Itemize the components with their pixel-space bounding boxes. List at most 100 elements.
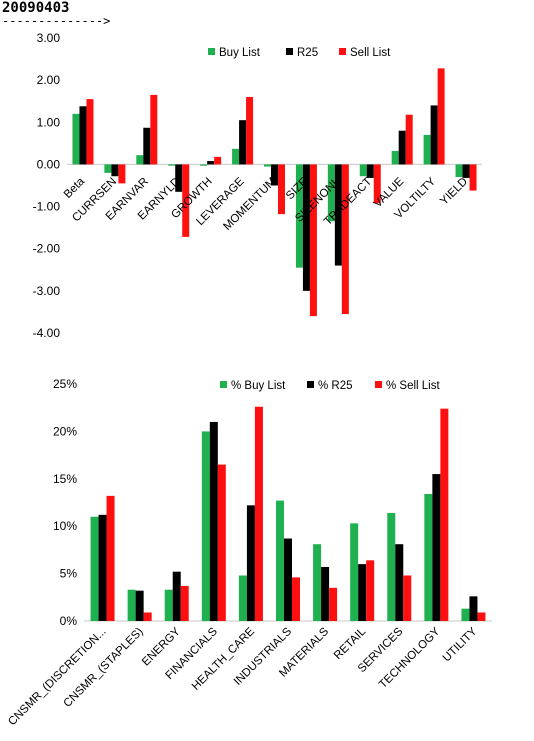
bar-sell-list xyxy=(118,164,126,184)
bar-sell-list xyxy=(278,164,285,215)
bar-sell-list xyxy=(292,577,300,621)
bar-r25 xyxy=(358,564,367,621)
bar-buy-list xyxy=(313,544,322,621)
bar-r25 xyxy=(366,164,374,178)
y-tick-label: 25% xyxy=(53,377,77,391)
y-tick-label: 1.00 xyxy=(37,115,61,129)
y-tick-label: 15% xyxy=(53,472,77,486)
legend-swatch xyxy=(375,381,382,388)
bar-r25 xyxy=(430,105,438,165)
bar-sell-list xyxy=(403,575,412,621)
bar-buy-list xyxy=(276,500,284,621)
y-tick-label: -3.00 xyxy=(33,284,61,298)
legend-label: % Buy List xyxy=(231,380,286,392)
legend-label: % R25 xyxy=(318,380,353,392)
bar-r25 xyxy=(321,566,330,621)
bar-r25 xyxy=(143,127,151,165)
bar-sell-list xyxy=(150,94,158,165)
bar-r25 xyxy=(246,505,255,621)
legend-swatch xyxy=(339,48,346,55)
bar-sell-list xyxy=(437,68,445,165)
bar-buy-list xyxy=(90,516,99,621)
bar-buy-list xyxy=(327,164,335,222)
bar-sell-list xyxy=(180,585,189,621)
bar-r25 xyxy=(334,164,342,266)
legend-swatch xyxy=(307,381,314,388)
y-tick-label: -1.00 xyxy=(33,200,61,214)
bar-r25 xyxy=(98,514,107,621)
bar-sell-list xyxy=(182,164,190,237)
category-label: UTILITY xyxy=(441,625,480,664)
report-date: 20090403 xyxy=(2,0,70,16)
bar-r25 xyxy=(209,421,218,621)
legend-swatch xyxy=(208,48,215,55)
bar-sell-list xyxy=(254,406,263,621)
y-tick-label: 10% xyxy=(53,519,77,533)
bar-r25 xyxy=(398,130,406,165)
bar-sell-list xyxy=(440,408,449,621)
bar-r25 xyxy=(469,596,478,621)
bar-r25 xyxy=(175,164,183,192)
bar-r25 xyxy=(135,590,144,621)
bar-r25 xyxy=(395,544,404,621)
bar-buy-list xyxy=(232,148,240,165)
arrow-indicator: --------------> xyxy=(2,14,111,28)
bar-sell-list xyxy=(405,114,413,165)
y-tick-label: 3.00 xyxy=(37,31,61,45)
legend-swatch xyxy=(220,381,227,388)
bar-buy-list xyxy=(387,512,396,621)
category-label: RETAIL xyxy=(332,625,369,662)
legend-label: R25 xyxy=(297,47,318,59)
bar-buy-list xyxy=(350,523,359,621)
bar-sell-list xyxy=(309,164,317,317)
y-tick-label: 5% xyxy=(60,567,78,581)
legend-label: Buy List xyxy=(219,47,261,59)
bar-r25 xyxy=(111,164,119,177)
bar-r25 xyxy=(172,571,181,621)
bar-sell-list xyxy=(341,164,349,315)
bar-r25 xyxy=(271,164,278,186)
factor-exposure-chart: 3.002.001.000.00-1.00-2.00-3.00-4.00Beta… xyxy=(33,31,482,340)
bar-sell-list xyxy=(373,164,381,204)
legend-swatch xyxy=(286,48,293,55)
bar-buy-list xyxy=(127,589,136,621)
bar-buy-list xyxy=(72,113,80,165)
y-tick-label: -2.00 xyxy=(33,242,61,256)
bar-r25 xyxy=(207,161,215,165)
bar-buy-list xyxy=(424,493,433,621)
bar-buy-list xyxy=(455,164,463,178)
bar-sell-list xyxy=(329,587,338,621)
category-label: HEALTH_CARE xyxy=(190,625,257,692)
bar-r25 xyxy=(284,538,292,621)
bar-sell-list xyxy=(217,464,226,621)
bar-sell-list xyxy=(246,97,254,165)
bar-buy-list xyxy=(295,164,303,268)
bar-buy-list xyxy=(168,164,176,166)
bar-sell-list xyxy=(106,495,115,621)
y-tick-label: 2.00 xyxy=(37,73,61,87)
y-tick-label: 0.00 xyxy=(37,157,61,171)
bar-buy-list xyxy=(201,431,210,621)
y-tick-label: 0% xyxy=(60,614,78,628)
bar-r25 xyxy=(79,106,87,165)
bar-buy-list xyxy=(264,164,271,167)
bar-sell-list xyxy=(214,156,222,165)
bar-sell-list xyxy=(366,560,375,621)
legend-label: Sell List xyxy=(350,47,391,59)
bar-buy-list xyxy=(104,164,112,173)
bar-buy-list xyxy=(461,608,470,621)
bar-r25 xyxy=(462,164,470,178)
bar-sell-list xyxy=(469,164,477,191)
bar-buy-list xyxy=(200,164,208,166)
bar-sell-list xyxy=(143,612,152,621)
legend-label: % Sell List xyxy=(386,380,440,392)
bar-r25 xyxy=(239,120,247,165)
bar-r25 xyxy=(432,474,441,621)
bar-buy-list xyxy=(423,134,431,165)
bar-buy-list xyxy=(136,155,144,165)
bar-sell-list xyxy=(86,99,94,165)
bar-buy-list xyxy=(238,575,247,621)
y-tick-label: -4.00 xyxy=(33,326,61,340)
y-tick-label: 20% xyxy=(53,424,77,438)
